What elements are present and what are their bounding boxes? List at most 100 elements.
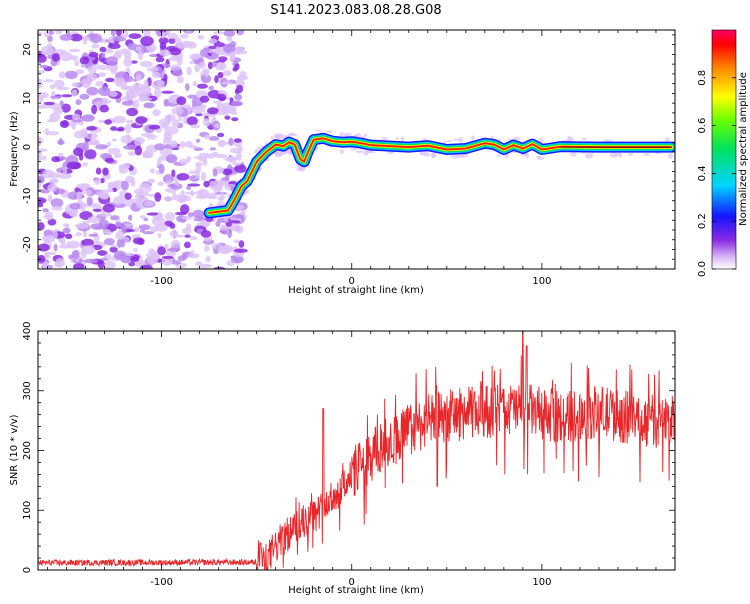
noise-blob [81,238,94,247]
noise-blob [157,246,167,256]
noise-blob [86,72,97,82]
noise-blob [187,183,201,187]
noise-blob [54,30,63,35]
noise-blob [38,104,50,109]
noise-blob [38,243,50,252]
noise-blob [58,173,72,179]
noise-blob [189,236,198,240]
noise-blob [195,173,201,180]
noise-blob [152,109,161,117]
noise-blob [82,162,88,167]
noise-blob [98,119,107,124]
ridge-halo-blob [643,153,651,156]
noise-blob [97,260,105,269]
noise-blob [81,114,95,122]
noise-blob [91,104,97,115]
noise-blob [146,67,159,72]
ridge-halo-blob [315,129,323,132]
noise-blob [164,244,169,249]
snr-y-tick-label: 0 [22,567,33,573]
noise-blob [91,43,100,49]
spectrogram-y-tick-label: 20 [22,43,33,56]
noise-blob [187,94,198,99]
noise-blob [68,209,77,217]
noise-blob [59,34,73,41]
noise-blob [71,82,79,87]
noise-blob [100,153,112,160]
noise-blob [104,158,115,163]
noise-blob [132,99,140,110]
ridge-halo-blob [281,152,286,155]
noise-blob [135,116,148,124]
noise-blob [38,31,43,37]
noise-blob [138,96,146,102]
noise-blob [179,141,186,148]
noise-blob [224,174,230,181]
colorbar-label: Normalized spectral amplitude [738,72,749,226]
noise-blob [184,141,193,148]
noise-blob [104,49,114,54]
noise-blob [99,104,109,113]
noise-blob [71,89,78,97]
noise-blob [230,100,243,107]
ridge-halo-blob [512,137,521,141]
noise-blob [164,220,174,227]
noise-blob [109,246,118,253]
noise-blob [235,151,242,161]
noise-blob [83,258,98,264]
ridge-halo-blob [274,151,283,158]
ridge-halo-blob [456,154,464,158]
noise-blob [217,90,227,95]
noise-blob [186,185,192,190]
ridge-halo-blob [356,150,364,154]
noise-blob [105,56,118,66]
noise-blob [71,113,81,121]
noise-blob [38,152,43,157]
noise-blob [154,192,162,202]
ridge-halo-blob [445,140,454,143]
noise-blob [43,101,55,106]
noise-blob [143,201,154,207]
noise-blob [154,143,166,151]
noise-blob [55,257,65,268]
noise-blob [202,159,208,166]
noise-blob [86,196,93,206]
noise-blob [176,96,187,106]
noise-blob [138,50,144,61]
noise-blob [49,112,61,122]
noise-blob [195,261,203,267]
ridge-halo-blob [471,135,475,141]
noise-blob [229,40,237,49]
noise-blob [157,181,164,186]
noise-blob [76,183,91,189]
colorbar-tick-label: 0.4 [697,165,708,181]
noise-blob [147,254,159,265]
noise-blob [209,147,217,151]
noise-blob [176,76,184,84]
noise-blob [185,83,190,92]
noise-blob [42,261,49,269]
noise-blob [168,37,176,44]
ridge-halo-blob [339,149,344,154]
noise-blob [176,173,190,181]
noise-blob [113,153,122,158]
noise-blob [234,93,243,101]
noise-blob [85,190,92,195]
noise-blob [169,140,178,148]
noise-blob [171,107,184,115]
noise-blob [233,46,245,55]
noise-blob [87,65,97,74]
noise-blob [169,230,179,238]
noise-blob [155,80,165,87]
noise-blob [213,179,226,186]
noise-blob [120,163,131,169]
snr-series-line [38,331,675,570]
noise-blob [199,95,210,103]
noise-blob [86,86,99,96]
noise-blob [198,152,210,158]
noise-blob [47,194,53,202]
noise-blob [64,70,78,80]
spectrogram-y-tick-label: 10 [22,92,33,105]
noise-blob [97,250,108,256]
noise-blob [239,71,247,79]
